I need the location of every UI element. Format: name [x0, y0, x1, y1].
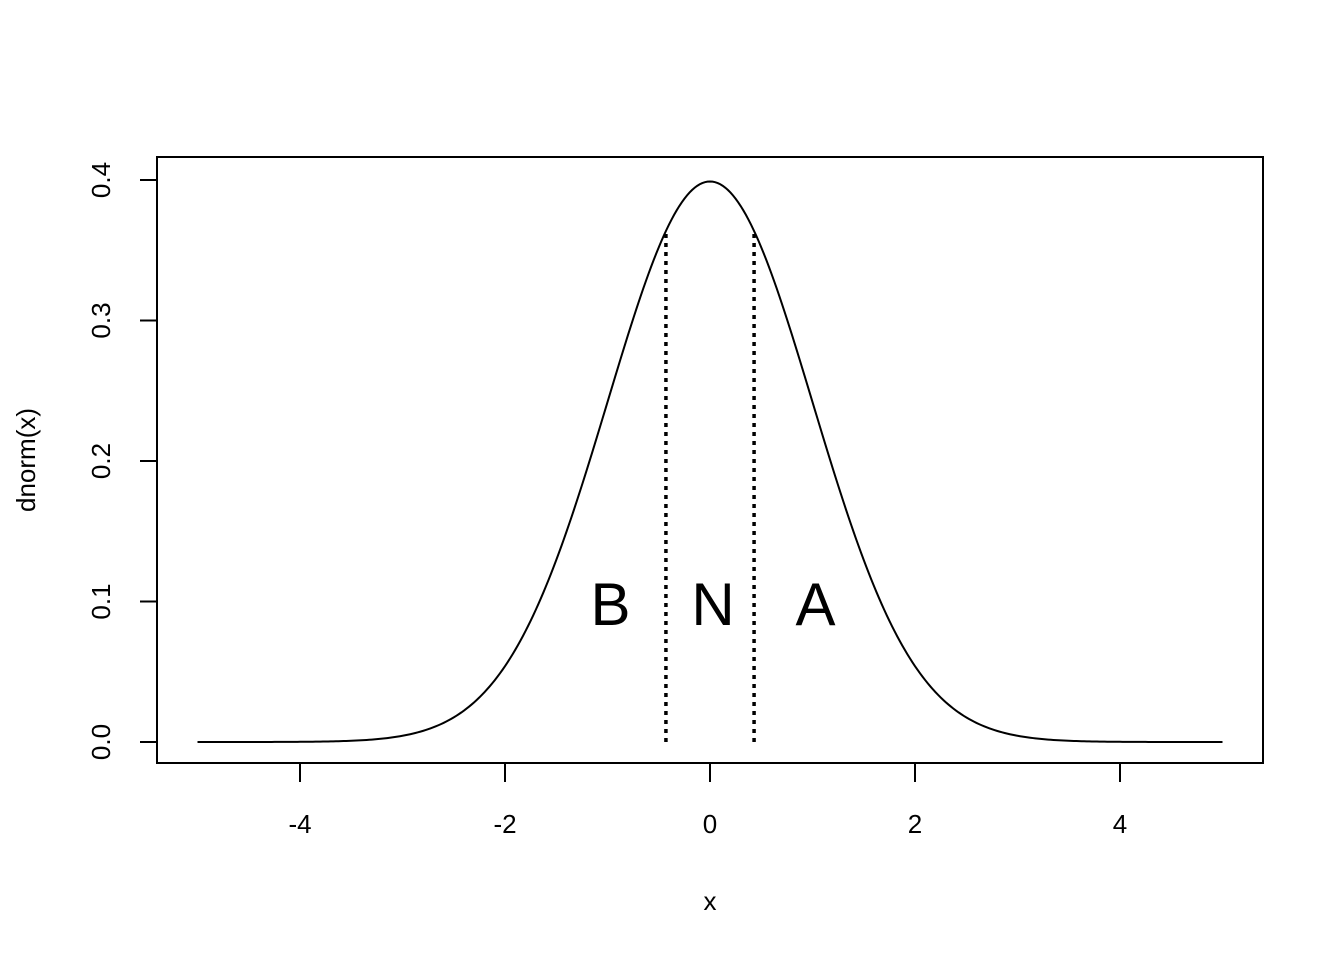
x-axis-title: x: [704, 886, 717, 916]
region-label-a: A: [795, 571, 835, 638]
y-tick-label: 0.2: [86, 443, 116, 479]
x-tick-label: 4: [1113, 809, 1127, 839]
x-tick-label: -2: [493, 809, 516, 839]
y-tick-label: 0.1: [86, 583, 116, 619]
x-axis: -4 -2 0 2 4: [288, 762, 1127, 839]
y-tick-label: 0.3: [86, 302, 116, 338]
y-axis-title: dnorm(x): [11, 408, 41, 512]
y-tick-label: 0.0: [86, 724, 116, 760]
region-label-n: N: [691, 571, 734, 638]
plot-area: [197, 180, 1223, 743]
x-tick-label: 2: [908, 809, 922, 839]
y-axis: 0.0 0.1 0.2 0.3 0.4: [86, 162, 158, 760]
plot-frame: [156, 156, 1264, 764]
x-tick-label: 0: [703, 809, 717, 839]
region-label-b: B: [590, 571, 630, 638]
density-curve: [197, 180, 1223, 743]
y-tick-label: 0.4: [86, 162, 116, 198]
x-tick-label: -4: [288, 809, 311, 839]
